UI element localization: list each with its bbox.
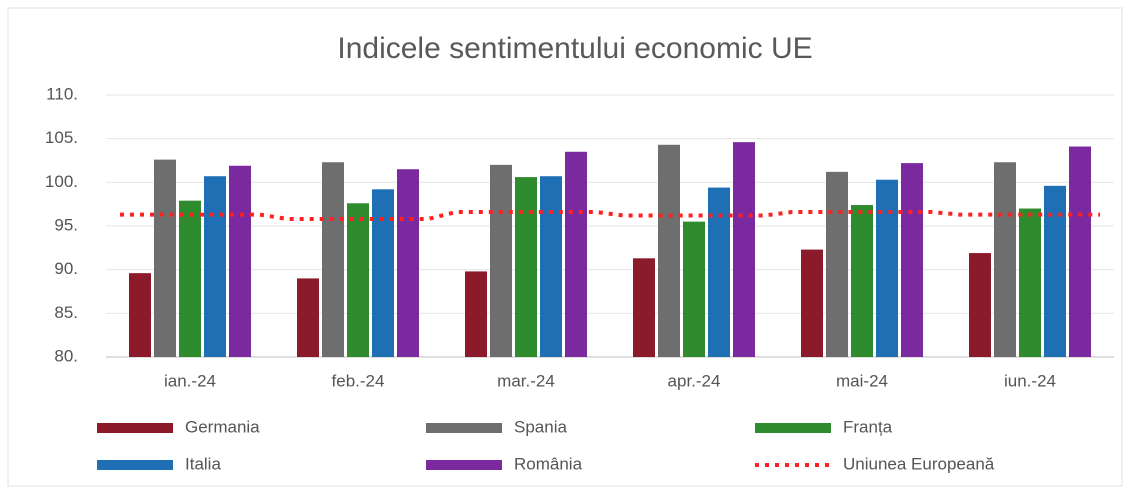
y-tick-label: 80.	[54, 346, 78, 365]
bar	[733, 142, 755, 357]
bar	[490, 164, 512, 357]
bar	[1019, 208, 1041, 357]
bar	[876, 179, 898, 357]
bar	[297, 278, 319, 357]
y-tick-label: 105.	[45, 128, 78, 147]
legend-label: Uniunea Europeană	[843, 454, 995, 473]
y-tick-label: 85.	[54, 303, 78, 322]
line-series	[120, 210, 1100, 222]
bar	[969, 253, 991, 357]
bar	[540, 176, 562, 357]
bar	[229, 165, 251, 357]
x-tick-label: mar.-24	[497, 371, 555, 390]
legend-label: Franța	[843, 417, 893, 436]
bar	[565, 151, 587, 357]
bar	[515, 177, 537, 357]
bar	[397, 169, 419, 357]
legend-swatch	[755, 423, 831, 433]
legend-label: România	[514, 454, 583, 473]
bar	[851, 205, 873, 357]
bar	[1069, 146, 1091, 357]
y-tick-label: 110.	[46, 84, 78, 103]
y-tick-label: 95.	[54, 215, 78, 234]
legend-swatch	[97, 460, 173, 470]
bar	[994, 162, 1016, 357]
y-tick-label: 100.	[45, 172, 78, 191]
bar	[633, 258, 655, 357]
legend-swatch	[426, 423, 502, 433]
x-tick-label: apr.-24	[668, 371, 721, 390]
bar	[347, 203, 369, 357]
bar	[372, 189, 394, 357]
bar	[322, 162, 344, 357]
bar	[129, 273, 151, 357]
bar	[708, 187, 730, 357]
bar	[801, 249, 823, 357]
bar	[658, 144, 680, 357]
bar	[465, 271, 487, 357]
bar	[826, 171, 848, 357]
bar	[1044, 185, 1066, 357]
legend-label: Italia	[185, 454, 221, 473]
legend-label: Germania	[185, 417, 260, 436]
legend-swatch	[97, 423, 173, 433]
legend-swatch	[426, 460, 502, 470]
legend-label: Spania	[514, 417, 567, 436]
chart-title: Indicele sentimentului economic UE	[337, 32, 812, 65]
y-tick-label: 90.	[54, 259, 78, 278]
x-tick-label: ian.-24	[164, 371, 216, 390]
bar	[154, 159, 176, 357]
bar	[683, 221, 705, 357]
bar	[179, 200, 201, 357]
bar	[204, 176, 226, 357]
x-tick-label: iun.-24	[1004, 371, 1056, 390]
x-tick-label: mai-24	[836, 371, 888, 390]
bar	[901, 163, 923, 357]
x-tick-label: feb.-24	[332, 371, 385, 390]
